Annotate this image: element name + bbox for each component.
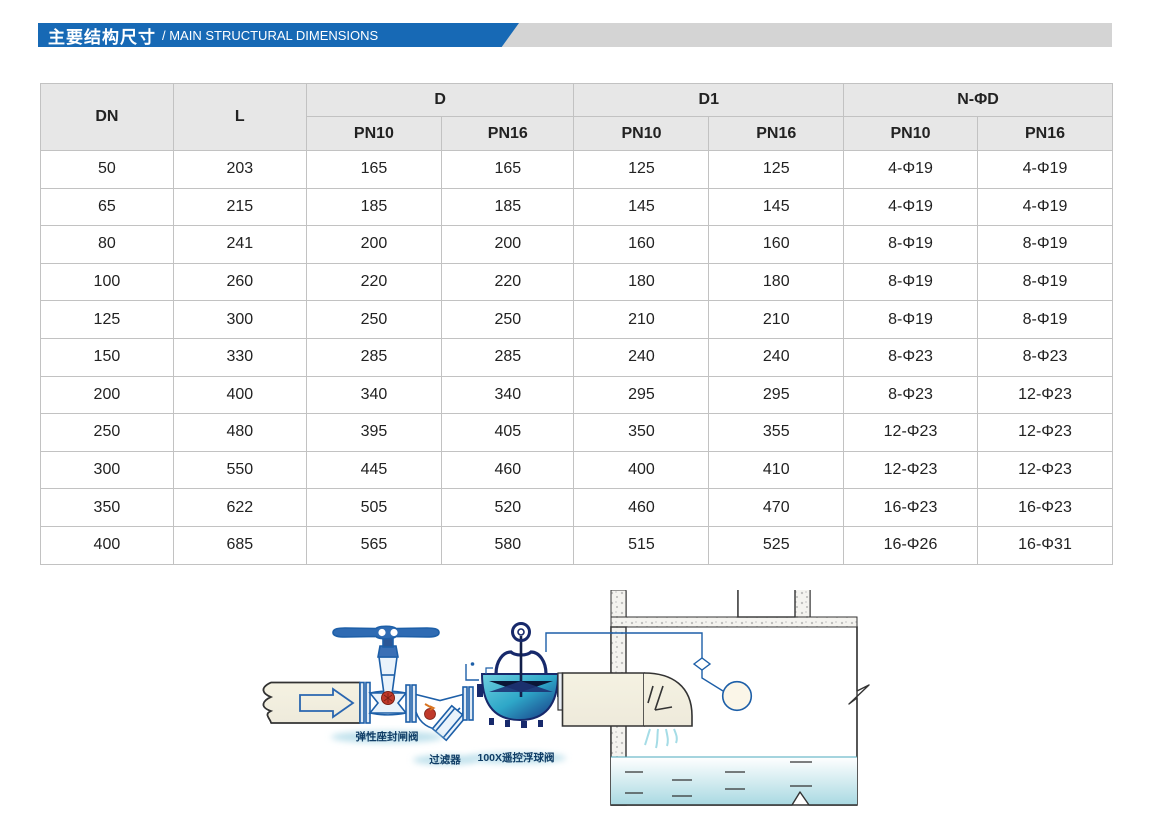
svg-text:100X遥控浮球阀: 100X遥控浮球阀 [477, 751, 554, 764]
svg-text:过滤器: 过滤器 [429, 753, 461, 766]
svg-text:弹性座封闸阀: 弹性座封闸阀 [356, 730, 419, 743]
